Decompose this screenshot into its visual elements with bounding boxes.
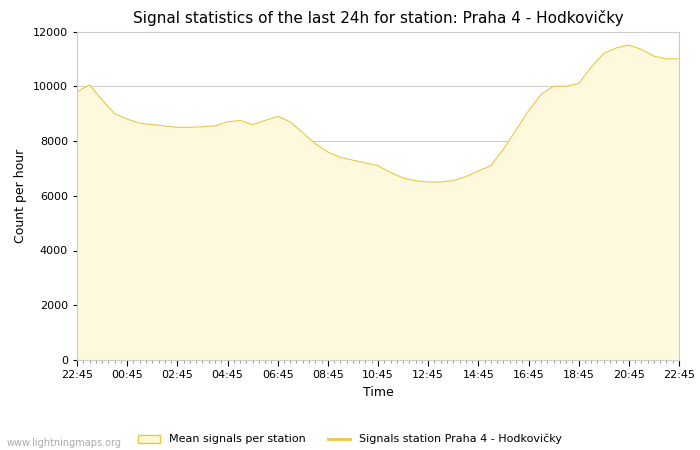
X-axis label: Time: Time [363,386,393,399]
Y-axis label: Count per hour: Count per hour [14,148,27,243]
Text: www.lightningmaps.org: www.lightningmaps.org [7,438,122,448]
Title: Signal statistics of the last 24h for station: Praha 4 - Hodkovičky: Signal statistics of the last 24h for st… [133,10,623,26]
Legend: Mean signals per station, Signals station Praha 4 - Hodkovičky: Mean signals per station, Signals statio… [134,430,566,449]
